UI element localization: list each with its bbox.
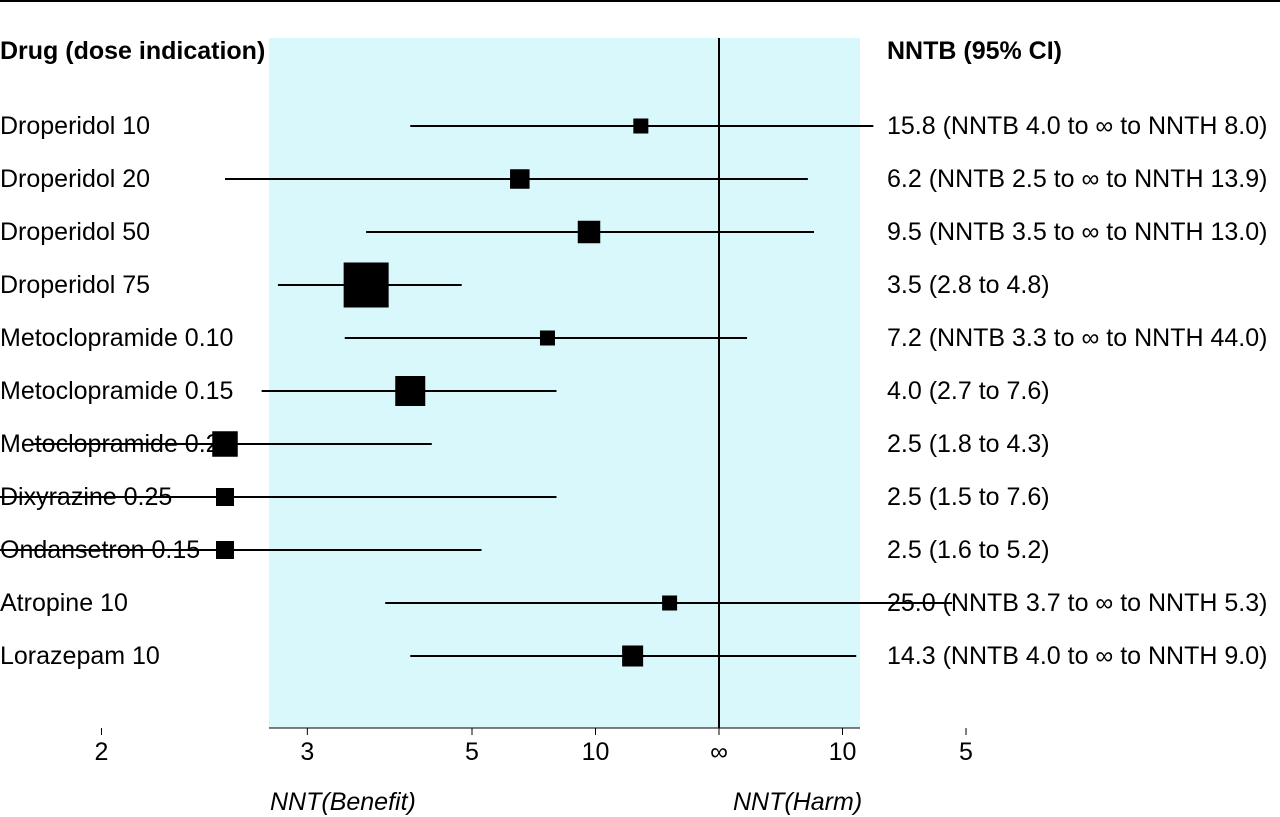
point-estimate-marker [577,220,601,244]
point-estimate-marker [216,488,234,506]
x-tick-label: 10 [829,738,857,766]
benefit-axis-title: NNT(Benefit) [270,788,416,816]
nntb-ci-value: 7.2 (NNTB 3.3 to ∞ to NNTH 44.0) [887,324,1268,352]
nntb-column-header: NNTB (95% CI) [887,37,1063,65]
x-tick-label: 3 [300,738,314,766]
nntb-ci-value: 2.5 (1.5 to 7.6) [887,483,1050,511]
x-tick-label: 5 [959,738,973,766]
x-tick-label: ∞ [710,738,728,766]
drug-label: Metoclopramide 0.25 [0,430,234,458]
drug-column-header: Drug (dose indication) [0,37,266,65]
nntb-ci-value: 9.5 (NNTB 3.5 to ∞ to NNTH 13.0) [887,218,1268,246]
nntb-ci-value: 14.3 (NNTB 4.0 to ∞ to NNTH 9.0) [887,642,1268,670]
point-estimate-marker [539,330,555,346]
nntb-ci-value: 6.2 (NNTB 2.5 to ∞ to NNTH 13.9) [887,165,1268,193]
point-estimate-marker [510,169,530,189]
nntb-ci-value: 2.5 (1.8 to 4.3) [887,430,1050,458]
nntb-ci-value: 3.5 (2.8 to 4.8) [887,271,1050,299]
x-tick-label: 2 [95,738,109,766]
drug-label: Droperidol 20 [0,165,151,193]
drug-label: Dixyrazine 0.25 [0,483,173,511]
top-rule [0,0,1280,2]
point-estimate-marker [216,541,234,559]
nntb-ci-value: 4.0 (2.7 to 7.6) [887,377,1050,405]
drug-label: Atropine 10 [0,589,128,617]
plot-panel [269,38,860,728]
point-estimate-marker [662,595,678,611]
point-estimate-marker [212,431,238,457]
point-estimate-marker [633,118,649,134]
point-estimate-marker [395,376,426,406]
harm-axis-title: NNT(Harm) [733,788,863,816]
nntb-ci-value: 15.8 (NNTB 4.0 to ∞ to NNTH 8.0) [887,112,1268,140]
x-tick-label: 5 [465,738,479,766]
nntb-ci-value: 25.0 (NNTB 3.7 to ∞ to NNTH 5.3) [887,589,1268,617]
x-tick-label: 10 [582,738,610,766]
drug-label: Metoclopramide 0.15 [0,377,234,405]
drug-label: Metoclopramide 0.10 [0,324,234,352]
nntb-ci-value: 2.5 (1.6 to 5.2) [887,536,1050,564]
point-estimate-marker [622,645,644,667]
point-estimate-marker [343,262,389,308]
drug-label: Ondansetron 0.15 [0,536,201,564]
drug-label: Droperidol 50 [0,218,151,246]
drug-label: Lorazepam 10 [0,642,160,670]
drug-label: Droperidol 75 [0,271,151,299]
drug-label: Droperidol 10 [0,112,151,140]
